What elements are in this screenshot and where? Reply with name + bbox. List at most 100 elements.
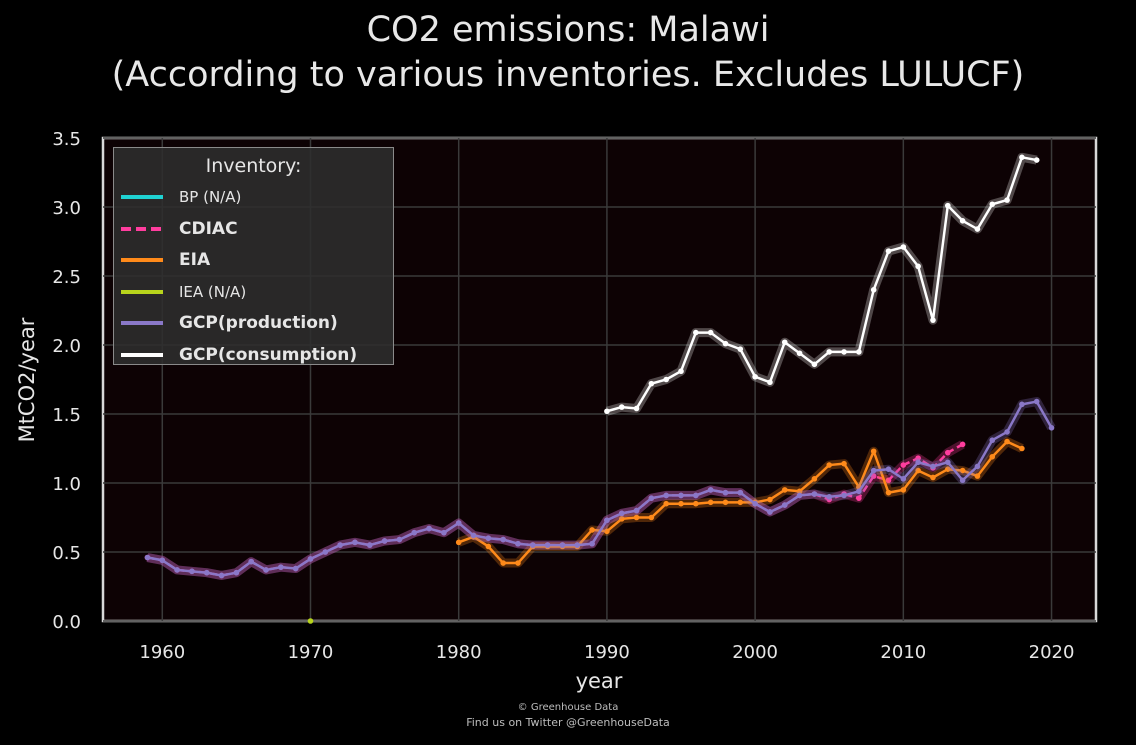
legend-swatch [121,289,163,294]
data-point-gcp-production [530,542,536,548]
data-point-gcp-production [248,558,255,565]
data-point-gcp-consumption [663,376,669,383]
data-point-eia [485,543,492,550]
data-point-eia [722,499,729,506]
legend-title: Inventory: [205,155,302,177]
data-point-gcp-production [707,487,714,493]
y-tick-label: 1.5 [52,405,81,426]
data-point-gcp-consumption [944,202,951,209]
data-point-gcp-production [856,488,862,495]
data-point-gcp-production [500,536,506,543]
data-point-gcp-production [678,492,684,499]
data-point-eia [900,487,907,493]
data-point-gcp-production [737,489,744,496]
data-point-gcp-consumption [1033,157,1040,163]
x-tick-label: 1960 [139,642,185,663]
data-point-cdiac [900,462,907,468]
data-point-iea-n-a [307,618,314,624]
data-point-gcp-consumption [796,350,803,357]
data-point-gcp-consumption [841,349,847,355]
legend-label: BP (N/A) [179,188,242,206]
data-point-eia [989,453,996,460]
data-point-gcp-production [930,463,936,470]
data-point-eia [826,462,833,468]
data-point-gcp-production [989,437,996,444]
data-point-gcp-production [574,542,581,548]
legend-swatch [121,226,163,231]
series-layer [144,152,1056,624]
data-point-gcp-consumption [900,244,907,250]
data-point-eia [589,527,595,533]
data-point-eia [678,500,684,507]
data-point-gcp-production [144,554,151,561]
data-point-gcp-production [263,567,269,573]
legend-label: CDIAC [179,218,238,239]
axis-ticks: 1960 1970 1980 1990 2000 2010 2020 0.0 0.5 1.0 1.5… [52,129,1074,663]
data-point-eia [515,560,521,566]
x-axis-label: year [576,669,623,693]
x-tick-label: 2010 [880,642,926,663]
data-point-gcp-consumption [959,218,966,224]
data-point-gcp-production [174,567,180,573]
y-tick-label: 0.5 [52,543,81,564]
footer-twitter: Find us on Twitter @GreenhouseData [466,716,670,729]
data-point-eia [915,467,921,474]
data-point-gcp-production [455,520,462,526]
y-tick-label: 2.0 [52,336,81,357]
data-point-gcp-consumption [604,408,610,415]
data-point-gcp-production [885,466,892,473]
data-point-cdiac [944,449,951,456]
series-iea-n-a [307,618,314,624]
data-point-gcp-production [944,459,951,466]
data-point-gcp-production [1033,398,1040,405]
legend-swatch [121,321,163,325]
data-point-eia [707,499,714,506]
data-point-gcp-production [470,532,477,539]
legend-swatch [121,258,163,262]
data-point-gcp-production [218,572,225,579]
data-point-eia [885,489,892,496]
data-point-gcp-consumption [811,361,818,368]
data-point-eia [618,516,625,522]
data-point-gcp-production [411,529,418,536]
data-point-eia [633,514,640,521]
chart-subtitle: (According to various inventories. Exclu… [111,55,1025,95]
data-point-gcp-consumption [737,346,744,352]
data-point-gcp-production [292,565,299,572]
data-point-eia [959,467,966,474]
data-point-gcp-consumption [885,248,892,254]
y-tick-label: 3.5 [52,129,81,150]
data-point-gcp-production [441,529,447,536]
legend-label: IEA (N/A) [179,282,247,301]
data-point-gcp-production [337,542,343,548]
chart-title: CO2 emissions: Malawi [366,10,770,50]
data-point-eia [663,500,669,507]
y-tick-label: 1.0 [52,474,81,495]
data-point-gcp-consumption [930,317,936,323]
series-eia [455,437,1025,568]
data-point-gcp-consumption [722,340,729,347]
x-tick-label: 2020 [1029,642,1075,663]
data-point-gcp-production [959,477,966,484]
data-point-gcp-production [752,500,758,507]
data-point-gcp-production [352,539,358,546]
x-tick-label: 1980 [436,642,482,663]
data-point-gcp-production [604,517,610,524]
data-point-eia [1019,445,1025,452]
data-point-gcp-production [618,510,625,517]
data-point-gcp-production [974,463,981,470]
data-point-eia [767,496,773,503]
series-gcp-production [144,397,1056,580]
data-point-gcp-production [589,540,595,547]
data-point-eia [500,560,506,566]
data-point-gcp-production [278,564,284,570]
data-point-gcp-consumption [752,373,758,380]
data-point-gcp-production [381,538,388,544]
data-point-gcp-production [1019,401,1025,408]
data-point-gcp-production [366,542,373,548]
data-point-eia [693,500,699,507]
data-point-gcp-production [396,536,403,543]
data-point-eia [737,499,744,506]
y-tick-label: 2.5 [52,267,81,288]
y-tick-label: 0.0 [52,612,81,633]
